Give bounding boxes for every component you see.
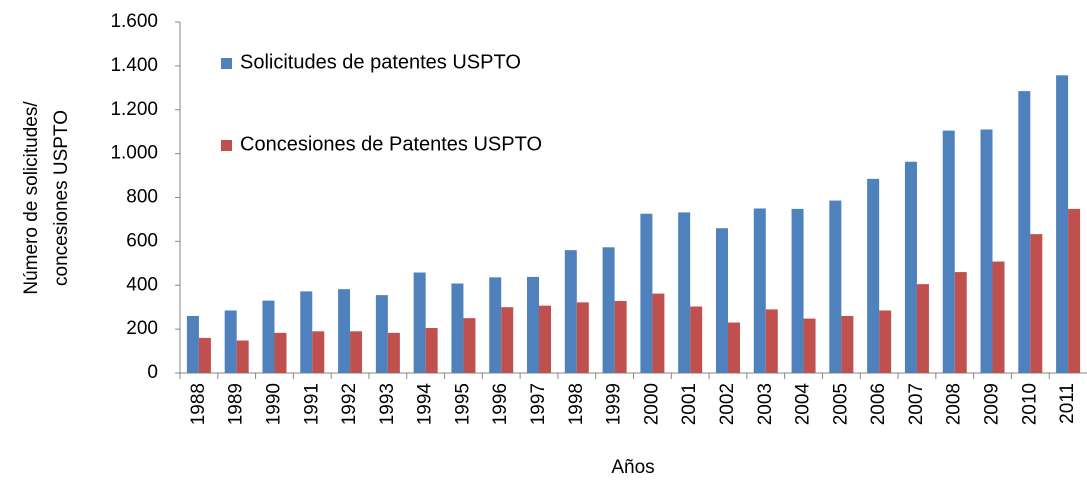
x-tick-label: 2000 (641, 383, 662, 425)
bar (791, 208, 804, 373)
bar (841, 315, 854, 373)
x-tick-label: 2010 (1019, 383, 1040, 425)
y-tick-label: 1.600 (110, 11, 158, 32)
bar (992, 261, 1005, 373)
bar (387, 332, 400, 373)
bar (803, 318, 816, 373)
bar (451, 283, 464, 373)
x-tick-label: 1988 (188, 383, 209, 425)
x-tick-label: 1992 (339, 383, 360, 425)
x-tick-label: 2011 (1057, 383, 1078, 424)
bar (300, 291, 313, 373)
bar (727, 322, 740, 373)
bar (715, 228, 728, 373)
x-tick-label: 2003 (755, 383, 776, 425)
x-tick-label: 1996 (490, 383, 511, 425)
x-axis-label: Años (611, 457, 654, 478)
bar (425, 328, 438, 373)
x-tick-label: 1989 (226, 383, 247, 425)
bar (879, 310, 892, 373)
x-tick-label: 2004 (793, 383, 814, 426)
bar (765, 309, 778, 373)
bar (652, 293, 665, 373)
x-tick-label: 1998 (566, 383, 587, 425)
y-tick-label: 600 (126, 230, 158, 251)
bar (690, 306, 703, 373)
x-tick-label: 2008 (944, 383, 965, 425)
x-tick-label: 1991 (301, 383, 322, 425)
bar (463, 318, 476, 373)
bar (829, 200, 842, 373)
y-tick-label: 400 (126, 274, 158, 295)
legend-label: Concesiones de Patentes USPTO (240, 133, 542, 155)
bar (1018, 91, 1031, 374)
x-tick-label: 2001 (679, 383, 700, 425)
x-tick-label: 1993 (377, 383, 398, 425)
x-tick-label: 1999 (604, 383, 625, 425)
bar (867, 178, 880, 373)
bar (262, 300, 275, 373)
bar (980, 129, 993, 373)
bar (942, 130, 955, 373)
legend-swatch (221, 58, 232, 69)
bar (375, 295, 388, 373)
y-axis-label: concesiones USPTO (51, 110, 72, 286)
x-tick-label: 2006 (868, 383, 889, 425)
legend-swatch (221, 140, 232, 151)
bar (1056, 75, 1069, 373)
bar (539, 305, 552, 373)
y-tick-label: 200 (126, 318, 158, 339)
bar (350, 331, 363, 373)
bar (274, 332, 287, 373)
bar (904, 161, 917, 373)
bar (489, 277, 502, 373)
y-axis-label: Número de solicitudes/ (21, 101, 42, 295)
y-tick-label: 0 (147, 362, 158, 383)
x-tick-label: 2009 (982, 383, 1003, 425)
x-tick-label: 2005 (830, 383, 851, 425)
x-tick-label: 1995 (452, 383, 473, 425)
bar (312, 331, 325, 373)
legend-label: Solicitudes de patentes USPTO (240, 51, 521, 73)
x-tick-label: 1997 (528, 383, 549, 425)
bar (614, 301, 627, 373)
bar (916, 284, 929, 373)
bar (198, 337, 211, 373)
x-tick-label: 2007 (906, 383, 927, 425)
bar (236, 340, 249, 373)
bar (640, 213, 653, 373)
bar (501, 307, 514, 373)
bar (338, 289, 351, 373)
bar (753, 208, 766, 373)
x-tick-label: 1994 (415, 383, 436, 426)
y-tick-label: 800 (126, 187, 158, 208)
bar (527, 276, 540, 373)
x-tick-label: 2002 (717, 383, 738, 425)
y-tick-label: 1.200 (110, 99, 158, 120)
bar (186, 315, 199, 373)
bar (224, 310, 237, 373)
bar (954, 272, 967, 373)
bar (413, 272, 426, 373)
bar (1068, 208, 1081, 373)
y-tick-label: 1.400 (110, 55, 158, 76)
bar (602, 247, 615, 373)
bar (576, 302, 589, 373)
bar (564, 250, 577, 373)
y-tick-label: 1.000 (110, 143, 158, 164)
bar (1030, 234, 1043, 373)
x-tick-label: 1990 (263, 383, 284, 425)
bar (678, 212, 691, 373)
